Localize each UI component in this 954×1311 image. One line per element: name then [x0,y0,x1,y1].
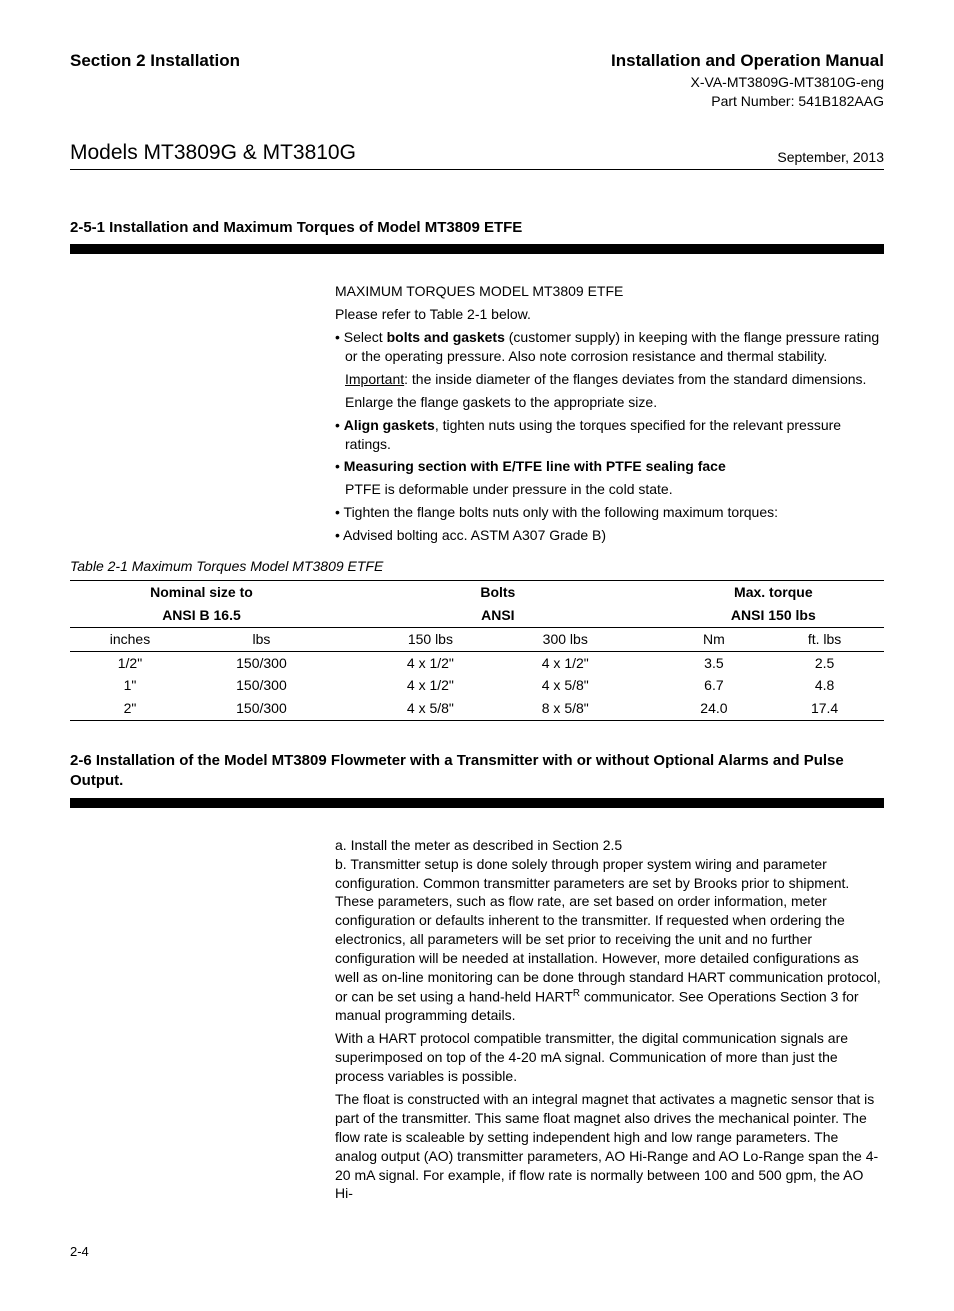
doc-code: X-VA-MT3809G-MT3810G-eng [611,73,884,92]
models-row: Models MT3809G & MT3810G September, 2013 [70,139,884,170]
th-bolts: Bolts [363,580,633,603]
bullet-tighten: • Tighten the flange bolts nuts only wit… [335,503,884,522]
models-title: Models MT3809G & MT3810G [70,139,356,167]
sub-150lbs: 150 lbs [363,627,498,651]
sub-inches: inches [70,627,190,651]
th-ansi-b165: ANSI B 16.5 [70,604,333,627]
table-header-row1: Nominal size to Bolts Max. torque [70,580,884,603]
torque-table: Nominal size to Bolts Max. torque ANSI B… [70,580,884,721]
page-number: 2-4 [70,1243,884,1261]
section-26-body: a. Install the meter as described in Sec… [335,836,884,1204]
section-251-body: MAXIMUM TORQUES MODEL MT3809 ETFE Please… [335,282,884,545]
bullet-measuring-section: • Measuring section with E/TFE line with… [335,457,884,476]
bullet-align-gaskets: • Align gaskets, tighten nuts using the … [335,416,884,454]
th-ansi: ANSI [363,604,633,627]
sub-nm: Nm [663,627,765,651]
important-line: Important: the inside diameter of the fl… [335,370,884,389]
divider-bar [70,244,884,254]
th-maxtorque: Max. torque [663,580,884,603]
divider-bar [70,798,884,808]
section-26-heading: 2-6 Installation of the Model MT3809 Flo… [70,751,884,792]
sub-ftlbs: ft. lbs [765,627,884,651]
doc-date: September, 2013 [777,148,884,167]
refer-line: Please refer to Table 2-1 below. [335,305,884,324]
manual-title: Installation and Operation Manual [611,50,884,73]
sub-lbs: lbs [190,627,333,651]
table-header-row2: ANSI B 16.5 ANSI ANSI 150 lbs [70,604,884,627]
sub-300lbs: 300 lbs [498,627,633,651]
para-float: The float is constructed with an integra… [335,1090,884,1203]
part-number: Part Number: 541B182AAG [611,92,884,111]
th-ansi-150: ANSI 150 lbs [663,604,884,627]
item-a: a. Install the meter as described in Sec… [335,836,884,855]
th-nominal: Nominal size to [70,580,333,603]
item-b: b. Transmitter setup is done solely thro… [335,855,884,1026]
table-subheader-row: inches lbs 150 lbs 300 lbs Nm ft. lbs [70,627,884,651]
table-caption: Table 2-1 Maximum Torques Model MT3809 E… [70,557,884,576]
page-header: Section 2 Installation Installation and … [70,50,884,111]
bullet-advised-bolting: • Advised bolting acc. ASTM A307 Grade B… [335,526,884,545]
table-row: 1" 150/300 4 x 1/2" 4 x 5/8" 6.7 4.8 [70,674,884,697]
section-title-left: Section 2 Installation [70,50,240,73]
table-row: 1/2" 150/300 4 x 1/2" 4 x 1/2" 3.5 2.5 [70,651,884,674]
bullet-bolts-gaskets: • Select bolts and gaskets (customer sup… [335,328,884,366]
header-right-block: Installation and Operation Manual X-VA-M… [611,50,884,111]
table-body: inches lbs 150 lbs 300 lbs Nm ft. lbs 1/… [70,627,884,721]
section-251-heading: 2-5-1 Installation and Maximum Torques o… [70,218,884,238]
torque-subtitle: MAXIMUM TORQUES MODEL MT3809 ETFE [335,282,884,301]
enlarge-line: Enlarge the flange gaskets to the approp… [335,393,884,412]
table-row: 2" 150/300 4 x 5/8" 8 x 5/8" 24.0 17.4 [70,697,884,720]
para-hart: With a HART protocol compatible transmit… [335,1029,884,1086]
ptfe-line: PTFE is deformable under pressure in the… [335,480,884,499]
